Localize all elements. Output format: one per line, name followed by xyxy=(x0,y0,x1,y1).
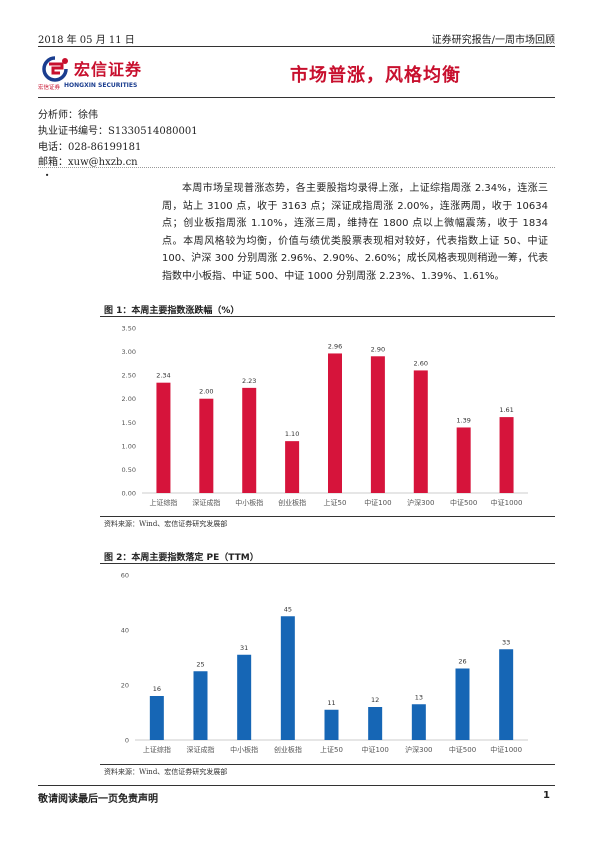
bar-value-label: 2.96 xyxy=(328,342,342,350)
bar xyxy=(242,387,257,493)
analyst-email: 邮箱：xuw@hxzb.cn xyxy=(38,157,138,168)
footer-disclaimer: 敬请阅读最后一页免责声明 xyxy=(38,794,158,805)
y-tick-label: 3.00 xyxy=(122,348,136,356)
bar xyxy=(149,696,164,740)
bar-value-label: 2.23 xyxy=(242,377,256,385)
bar xyxy=(280,616,295,740)
bar xyxy=(328,353,342,493)
x-category-label: 创业板指 xyxy=(278,498,306,507)
figure-1-source: 资料来源：Wind、宏信证券研究发展部 xyxy=(104,520,228,528)
bar xyxy=(413,370,428,493)
company-logo: 宏信证券 宏信证券 HONGXIN SECURITIES xyxy=(38,56,158,92)
x-category-label: 沪深300 xyxy=(407,498,434,507)
x-category-label: 深证成指 xyxy=(187,745,215,754)
y-tick-label: 0.50 xyxy=(122,466,136,474)
bar xyxy=(368,707,383,740)
bar-value-label: 16 xyxy=(153,685,161,693)
bar-value-label: 31 xyxy=(240,644,248,652)
x-category-label: 上证50 xyxy=(324,498,347,507)
y-tick-label: 3.50 xyxy=(122,325,136,333)
x-category-label: 中小板指 xyxy=(230,745,258,754)
figure-1-rule xyxy=(100,316,555,317)
figure-2-bottom-rule xyxy=(100,764,555,765)
title-rule xyxy=(38,97,555,98)
analyst-license: 执业证书编号：S1330514080001 xyxy=(38,126,198,137)
figure-1-chart: 0.00 0.50 1.00 1.50 2.00 2.50 3.00 3.50 2.34 上证综指… xyxy=(122,325,528,507)
logo-small-cn: 宏信证券 xyxy=(38,85,61,91)
figure-2-chart: 0 20 40 60 16 上证综指 25 深证成指 31 中小板指 45 创业板指 11 上证50 12 中… xyxy=(121,572,528,754)
bar-value-label: 26 xyxy=(458,658,466,666)
bar xyxy=(456,427,471,493)
x-category-label: 沪深300 xyxy=(405,745,432,754)
x-category-label: 创业板指 xyxy=(274,745,302,754)
footer-rule xyxy=(38,785,555,786)
bar xyxy=(193,671,208,740)
bar-value-label: 2.60 xyxy=(414,359,428,367)
x-category-label: 上证50 xyxy=(320,745,343,754)
logo-english: HONGXIN SECURITIES xyxy=(64,82,138,89)
bar xyxy=(285,441,300,493)
report-date: 2018 年 05 月 11 日 xyxy=(38,35,135,46)
bar-value-label: 33 xyxy=(502,638,510,646)
header-rule xyxy=(38,46,555,47)
summary-paragraph: 本周市场呈现普涨态势，各主要股指均录得上涨，上证综指周涨 2.34%，连涨三周，… xyxy=(162,183,548,282)
bar-value-label: 1.39 xyxy=(456,416,470,424)
x-category-label: 中证100 xyxy=(364,498,391,507)
bar xyxy=(455,668,470,740)
figure-1-title: 图 1：本周主要指数涨跌幅（%） xyxy=(104,306,240,316)
figure-2-rule xyxy=(100,563,555,564)
x-category-label: 中证1000 xyxy=(491,498,523,507)
y-tick-label: 1.00 xyxy=(122,442,136,450)
bar-value-label: 13 xyxy=(415,693,423,701)
bar-value-label: 25 xyxy=(196,660,204,668)
y-tick-label: 2.50 xyxy=(122,372,136,380)
bar xyxy=(370,356,385,493)
analyst-name: 分析师：徐伟 xyxy=(38,110,98,121)
report-title: 市场普涨，风格均衡 xyxy=(290,65,461,86)
bar-value-label: 1.10 xyxy=(285,430,299,438)
x-category-label: 中证100 xyxy=(361,745,388,754)
x-category-label: 深证成指 xyxy=(192,498,220,507)
bar-value-label: 12 xyxy=(371,696,379,704)
x-category-label: 上证综指 xyxy=(149,498,177,507)
bar-value-label: 2.90 xyxy=(371,345,385,353)
figure-1-bottom-rule xyxy=(100,516,555,517)
x-category-label: 中证1000 xyxy=(490,745,522,754)
y-tick-label: 0 xyxy=(125,737,129,745)
bar xyxy=(499,417,514,493)
y-tick-label: 60 xyxy=(121,572,129,580)
y-tick-label: 0.00 xyxy=(122,490,136,498)
y-tick-label: 2.00 xyxy=(122,395,136,403)
y-tick-label: 1.50 xyxy=(122,419,136,427)
bullet-mark: · xyxy=(45,168,50,182)
bar-value-label: 2.00 xyxy=(199,388,213,396)
figure-2-source: 资料来源：Wind、宏信证券研究发展部 xyxy=(104,768,228,776)
bar-value-label: 2.34 xyxy=(156,372,170,380)
bar xyxy=(499,649,514,740)
bar xyxy=(199,398,214,493)
logo-mark-icon xyxy=(42,56,68,82)
y-tick-label: 20 xyxy=(121,682,129,690)
bar xyxy=(237,654,252,740)
bar-value-label: 1.61 xyxy=(499,406,513,414)
y-tick-label: 40 xyxy=(121,627,129,635)
page-number: 1 xyxy=(543,790,550,801)
logo-name: 宏信证券 xyxy=(74,60,143,79)
bar xyxy=(156,382,171,493)
report-category: 证券研究报告/一周市场回顾 xyxy=(431,35,555,46)
x-category-label: 中证500 xyxy=(449,745,476,754)
figure-2-title: 图 2：本周主要指数落定 PE（TTM） xyxy=(104,553,259,563)
bar-value-label: 11 xyxy=(327,699,335,707)
x-category-label: 中小板指 xyxy=(235,498,263,507)
bar-value-label: 45 xyxy=(284,605,292,613)
bar xyxy=(324,709,339,740)
bar xyxy=(411,704,426,740)
x-category-label: 中证500 xyxy=(450,498,477,507)
analyst-divider xyxy=(38,167,555,168)
analyst-phone: 电话：028-86199181 xyxy=(38,142,142,153)
x-category-label: 上证综指 xyxy=(143,745,171,754)
